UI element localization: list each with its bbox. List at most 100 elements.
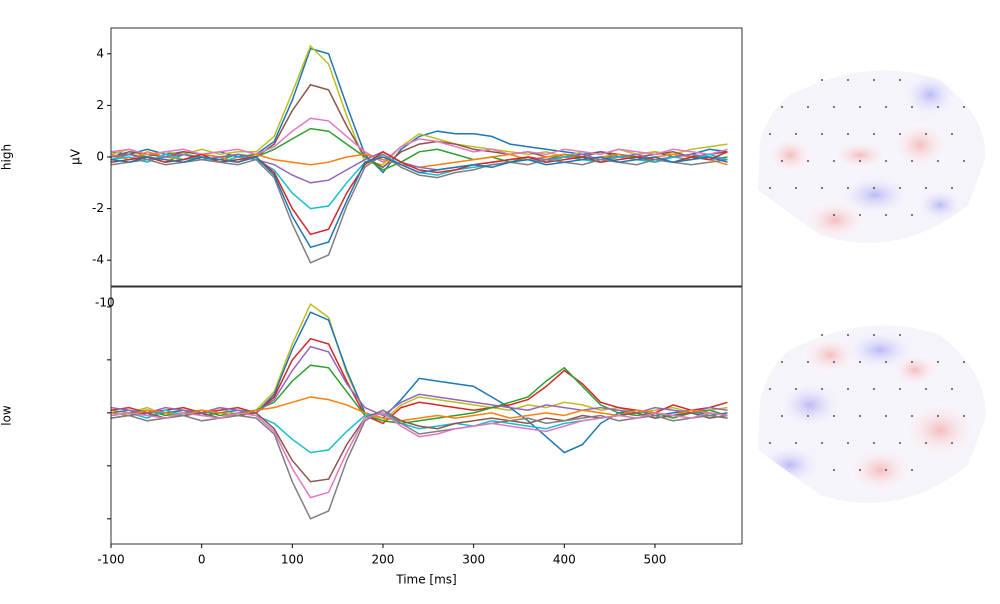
x-tick-label: 400 — [553, 553, 576, 567]
x-tick-label: 100 — [281, 553, 304, 567]
sensor-dot — [885, 415, 887, 417]
sensor-dot — [821, 187, 823, 189]
sensor-dot — [951, 133, 953, 135]
sensor-dot — [911, 469, 913, 471]
sensor-dot — [781, 361, 783, 363]
plot-area — [111, 44, 728, 264]
channel-line — [111, 150, 728, 236]
sensor-dot — [807, 160, 809, 162]
row-label: high — [0, 144, 14, 170]
sensor-dot — [833, 214, 835, 216]
sensor-dot — [937, 160, 939, 162]
channel-line — [111, 153, 728, 210]
sensor-dot — [795, 442, 797, 444]
sensor-dot — [925, 133, 927, 135]
x-tick-label: 200 — [372, 553, 395, 567]
sensor-dot — [859, 106, 861, 108]
sensor-dot — [873, 388, 875, 390]
sensor-dot — [911, 106, 913, 108]
sensor-dot — [833, 160, 835, 162]
sensor-dot — [885, 106, 887, 108]
channel-line — [111, 150, 728, 184]
x-tick-label: 500 — [644, 553, 667, 567]
sensor-dot — [859, 415, 861, 417]
sensor-dot — [925, 442, 927, 444]
x-tick-label: -100 — [97, 553, 124, 567]
topomap — [758, 325, 986, 503]
sensor-dot — [781, 106, 783, 108]
sensor-dot — [847, 388, 849, 390]
x-axis-label: Time [ms] — [395, 573, 457, 587]
sensor-dot — [873, 334, 875, 336]
sensor-dot — [937, 106, 939, 108]
sensor-dot — [951, 442, 953, 444]
channel-line — [111, 409, 728, 483]
topomap — [758, 70, 986, 243]
sensor-dot — [873, 133, 875, 135]
sensor-dot — [951, 388, 953, 390]
y-tick-label: 2 — [96, 98, 104, 112]
channel-line — [111, 409, 728, 520]
y-tick-label: 4 — [96, 46, 104, 60]
channel-line — [111, 345, 728, 417]
sensor-dot — [795, 388, 797, 390]
sensor-dot — [859, 214, 861, 216]
y-tick-label: -4 — [92, 253, 104, 267]
sensor-dot — [899, 133, 901, 135]
sensor-dot — [807, 361, 809, 363]
channel-line — [111, 412, 728, 499]
sensor-dot — [937, 415, 939, 417]
sensor-dot — [873, 187, 875, 189]
sensor-dot — [769, 187, 771, 189]
sensor-dot — [769, 133, 771, 135]
channel-line — [111, 44, 728, 166]
sensor-dot — [899, 334, 901, 336]
sensor-dot — [833, 106, 835, 108]
sensor-dot — [847, 133, 849, 135]
sensor-dot — [833, 469, 835, 471]
sensor-dot — [885, 214, 887, 216]
sensor-dot — [911, 415, 913, 417]
channel-line — [111, 117, 728, 164]
sensor-dot — [885, 469, 887, 471]
sensor-dot — [769, 388, 771, 390]
y-tick-label: -2 — [92, 201, 104, 215]
row-label: low — [0, 405, 14, 426]
channel-line — [111, 153, 728, 264]
channel-line — [111, 396, 728, 422]
offset-text: -10 — [95, 296, 115, 310]
sensor-dot — [847, 442, 849, 444]
sensor-dot — [937, 361, 939, 363]
sensor-dot — [873, 79, 875, 81]
sensor-dot — [821, 334, 823, 336]
sensor-dot — [821, 133, 823, 135]
sensor-dot — [807, 106, 809, 108]
channel-line — [111, 303, 728, 422]
sensor-dot — [859, 361, 861, 363]
sensor-dot — [769, 442, 771, 444]
sensor-dot — [821, 442, 823, 444]
x-tick-label: 0 — [198, 553, 206, 567]
sensor-dot — [873, 442, 875, 444]
sensor-dot — [963, 160, 965, 162]
sensor-dot — [911, 160, 913, 162]
channel-line — [111, 156, 728, 249]
sensor-dot — [847, 334, 849, 336]
sensor-dot — [899, 442, 901, 444]
sensor-dot — [885, 160, 887, 162]
sensor-dot — [963, 361, 965, 363]
sensor-dot — [911, 214, 913, 216]
plot-area — [111, 303, 728, 520]
y-tick-label: 0 — [96, 150, 104, 164]
sensor-dot — [899, 79, 901, 81]
axes-frame — [110, 286, 743, 545]
sensor-dot — [821, 79, 823, 81]
sensor-dot — [963, 415, 965, 417]
sensor-dot — [911, 361, 913, 363]
sensor-dot — [821, 388, 823, 390]
x-tick-label: 300 — [462, 553, 485, 567]
sensor-dot — [925, 187, 927, 189]
sensor-dot — [963, 106, 965, 108]
sensor-dot — [795, 187, 797, 189]
